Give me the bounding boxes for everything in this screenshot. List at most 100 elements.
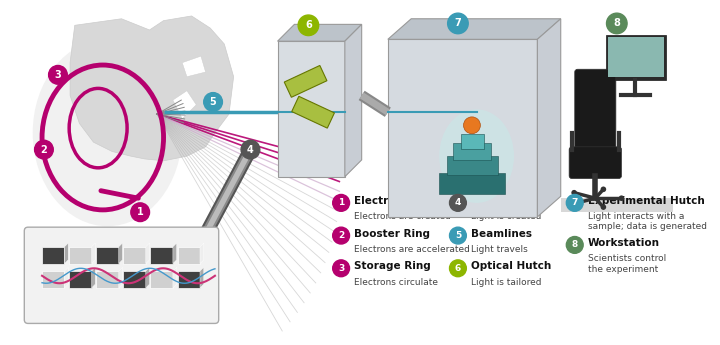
Circle shape — [204, 92, 222, 111]
Polygon shape — [145, 267, 150, 288]
Text: Experimental Hutch: Experimental Hutch — [588, 196, 705, 206]
Polygon shape — [123, 247, 145, 264]
Polygon shape — [200, 243, 204, 264]
Circle shape — [131, 203, 150, 221]
Text: 7: 7 — [454, 18, 462, 28]
Text: Optical Hutch: Optical Hutch — [471, 262, 552, 272]
Circle shape — [572, 190, 577, 196]
Text: Beamlines: Beamlines — [471, 229, 532, 239]
Circle shape — [449, 227, 467, 244]
Polygon shape — [42, 271, 65, 288]
Polygon shape — [537, 19, 561, 217]
Circle shape — [618, 195, 624, 201]
Polygon shape — [200, 267, 204, 288]
Polygon shape — [178, 247, 200, 264]
Polygon shape — [277, 24, 361, 41]
Circle shape — [567, 195, 583, 211]
Text: 6: 6 — [455, 264, 461, 273]
Circle shape — [241, 140, 260, 159]
Polygon shape — [123, 271, 145, 288]
Text: 6: 6 — [305, 20, 312, 30]
Text: 2: 2 — [40, 145, 48, 155]
Circle shape — [298, 15, 319, 36]
Polygon shape — [69, 271, 91, 288]
Text: 5: 5 — [210, 97, 217, 107]
Text: 8: 8 — [572, 240, 578, 249]
Text: Electrons are accelerated: Electrons are accelerated — [354, 245, 470, 254]
Text: Undulator: Undulator — [471, 196, 530, 206]
Text: 7: 7 — [572, 198, 578, 207]
Polygon shape — [91, 243, 95, 264]
Text: 3: 3 — [338, 264, 344, 273]
Circle shape — [567, 237, 583, 253]
Text: Light is tailored: Light is tailored — [471, 278, 541, 287]
Polygon shape — [178, 271, 200, 288]
Text: Electrons are created: Electrons are created — [354, 212, 451, 221]
Circle shape — [48, 66, 67, 84]
Polygon shape — [150, 271, 173, 288]
Polygon shape — [119, 267, 122, 288]
Ellipse shape — [32, 39, 182, 226]
Text: 4: 4 — [455, 198, 461, 207]
Text: the experiment: the experiment — [588, 265, 658, 274]
Polygon shape — [96, 271, 119, 288]
Text: 4: 4 — [247, 145, 254, 155]
Circle shape — [572, 201, 577, 207]
Polygon shape — [96, 247, 119, 264]
Circle shape — [449, 260, 467, 277]
Bar — [608, 38, 664, 77]
Bar — [461, 134, 484, 149]
Circle shape — [600, 187, 606, 192]
Text: Electrons circulate: Electrons circulate — [354, 278, 438, 287]
Ellipse shape — [439, 109, 514, 203]
Polygon shape — [173, 267, 176, 288]
Polygon shape — [150, 247, 173, 264]
Circle shape — [448, 13, 468, 34]
Polygon shape — [91, 267, 95, 288]
Circle shape — [464, 117, 480, 134]
Text: Scientists control: Scientists control — [588, 254, 666, 263]
Polygon shape — [69, 247, 91, 264]
Text: 8: 8 — [613, 18, 620, 28]
Bar — [606, 34, 666, 79]
Text: Electron Gun: Electron Gun — [354, 196, 430, 206]
Text: Light is created: Light is created — [471, 212, 541, 221]
Text: Light interacts with a: Light interacts with a — [588, 212, 684, 221]
Circle shape — [449, 195, 467, 211]
Polygon shape — [388, 19, 561, 39]
Circle shape — [606, 13, 627, 34]
Polygon shape — [277, 41, 345, 177]
Bar — [439, 173, 505, 194]
Polygon shape — [65, 243, 68, 264]
Text: 3: 3 — [55, 70, 61, 80]
Polygon shape — [388, 39, 537, 217]
Polygon shape — [119, 243, 122, 264]
FancyBboxPatch shape — [569, 147, 621, 179]
Text: Light travels: Light travels — [471, 245, 528, 254]
Circle shape — [333, 195, 349, 211]
Polygon shape — [182, 56, 206, 77]
Polygon shape — [42, 247, 65, 264]
Circle shape — [35, 140, 53, 159]
Bar — [454, 143, 490, 160]
Polygon shape — [173, 243, 176, 264]
Text: 2: 2 — [338, 231, 344, 240]
Bar — [446, 156, 498, 175]
Text: 1: 1 — [137, 207, 143, 217]
Polygon shape — [292, 96, 334, 128]
Circle shape — [333, 227, 349, 244]
FancyBboxPatch shape — [575, 69, 616, 150]
Polygon shape — [561, 198, 673, 212]
Polygon shape — [70, 16, 233, 161]
Text: Workstation: Workstation — [588, 238, 660, 248]
Circle shape — [600, 204, 606, 210]
Text: 5: 5 — [455, 231, 461, 240]
Circle shape — [333, 260, 349, 277]
FancyBboxPatch shape — [24, 227, 219, 323]
Text: Booster Ring: Booster Ring — [354, 229, 430, 239]
Polygon shape — [284, 66, 327, 97]
Text: sample; data is generated: sample; data is generated — [588, 223, 707, 231]
Text: Storage Ring: Storage Ring — [354, 262, 431, 272]
Text: 1: 1 — [338, 198, 344, 207]
Polygon shape — [65, 267, 68, 288]
